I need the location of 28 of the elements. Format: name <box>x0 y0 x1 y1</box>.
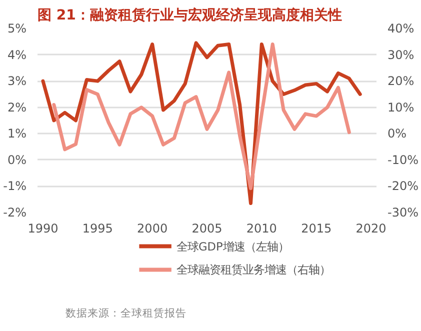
y-tick-label: 3% <box>7 74 27 88</box>
legend-label: 全球GDP增速（左轴） <box>176 239 289 254</box>
source-note: 数据来源：全球租赁报告 <box>66 306 186 320</box>
y2-tick-label: 40% <box>388 22 414 36</box>
y-tick-label: 5% <box>7 22 27 36</box>
y-tick-label: -2% <box>3 206 27 220</box>
y2-tick-label: -10% <box>388 152 419 167</box>
y2-tick-label: -30% <box>388 206 419 220</box>
x-tick-label: 2005 <box>192 222 222 236</box>
y-tick-label: 0% <box>7 152 27 167</box>
y2-tick-label: 20% <box>388 74 414 88</box>
y-tick-label: 4% <box>7 48 27 62</box>
x-tick-label: 1990 <box>28 222 58 236</box>
y2-tick-label: -20% <box>388 179 419 194</box>
line-series <box>52 42 351 190</box>
chart-title: 图 21：融资租赁行业与宏观经济呈现高度相关性 <box>38 6 342 24</box>
y2-tick-label: 30% <box>388 48 414 62</box>
y-tick-label: 1% <box>7 126 27 141</box>
x-tick-label: 2010 <box>246 222 277 236</box>
y-tick-label: 2% <box>7 100 27 114</box>
x-tick-label: 2015 <box>301 222 332 236</box>
legend-label: 全球融资租赁业务增速（右轴） <box>176 262 330 277</box>
x-tick-label: 2020 <box>356 222 386 236</box>
y-tick-label: -1% <box>3 179 27 194</box>
y2-tick-label: 0% <box>388 126 407 141</box>
y2-tick-label: 10% <box>388 100 414 114</box>
x-tick-label: 2000 <box>137 222 168 236</box>
x-tick-label: 1995 <box>82 222 113 236</box>
